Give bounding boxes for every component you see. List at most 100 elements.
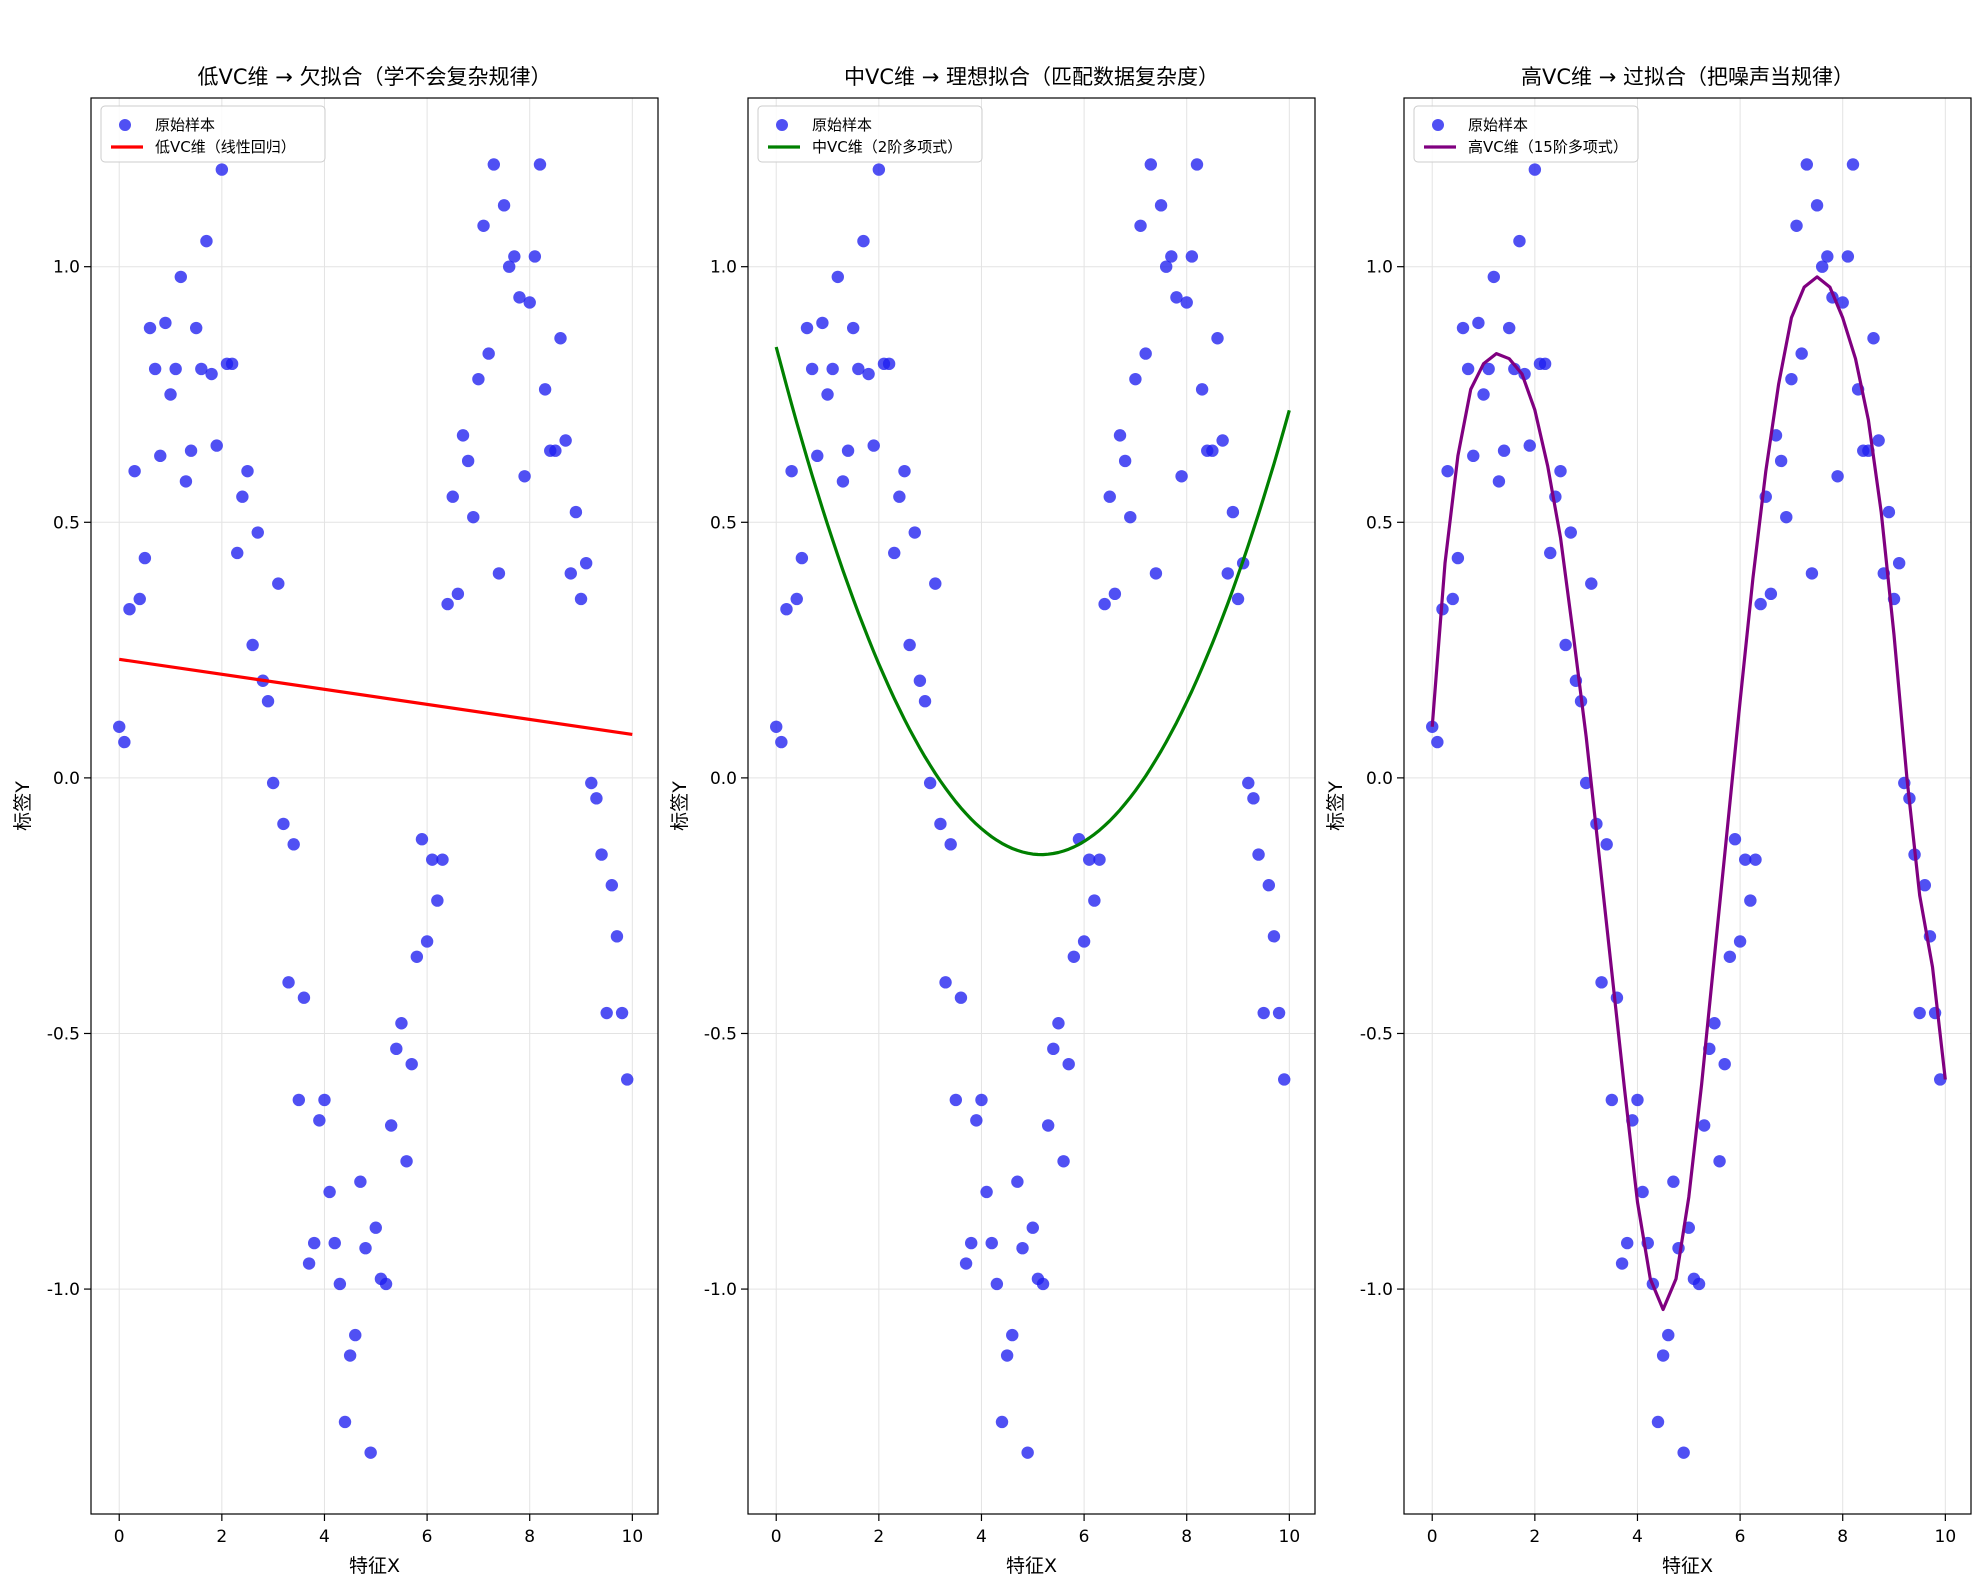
sample-point — [1000, 1349, 1014, 1362]
sample-point — [831, 270, 844, 284]
sample-point — [1088, 894, 1101, 907]
sample-point — [282, 976, 295, 989]
sample-point — [1047, 1042, 1060, 1056]
y-axis-label: 标签Y — [669, 781, 691, 831]
sample-point — [1754, 597, 1767, 611]
sample-point — [441, 597, 454, 611]
sample-point — [985, 1236, 998, 1250]
sample-point — [621, 1073, 634, 1086]
sample-point — [184, 444, 198, 457]
y-tick-label: -1.0 — [704, 1280, 737, 1300]
sample-point — [903, 638, 916, 652]
sample-point — [1118, 454, 1132, 468]
x-tick-label: 10 — [622, 1527, 644, 1547]
x-tick-label: 6 — [1079, 1527, 1090, 1547]
sample-point — [867, 439, 880, 452]
sample-point — [585, 776, 598, 790]
sample-point — [477, 219, 490, 232]
sample-point — [133, 592, 146, 606]
sample-point — [195, 362, 208, 376]
sample-point — [1713, 1155, 1726, 1168]
sample-point — [467, 510, 480, 524]
sample-point — [1175, 470, 1188, 483]
y-tick-label: 1.0 — [53, 258, 80, 278]
sample-point — [415, 833, 429, 846]
sample-point — [1513, 234, 1526, 248]
sample-point — [1456, 321, 1470, 335]
sample-point — [549, 444, 562, 457]
sample-point — [354, 1175, 367, 1188]
sample-point — [1021, 1446, 1034, 1459]
sample-point — [359, 1241, 372, 1255]
sample-point — [1231, 592, 1245, 606]
sample-point — [1800, 158, 1814, 171]
sample-point — [975, 1093, 988, 1107]
sample-point — [954, 991, 968, 1004]
sample-point — [1677, 1446, 1690, 1459]
sample-point — [313, 1114, 326, 1127]
sample-point — [1815, 260, 1829, 273]
x-tick-label: 10 — [1935, 1527, 1957, 1547]
sample-point — [420, 935, 434, 948]
sample-point — [297, 991, 311, 1004]
sample-point — [436, 853, 449, 866]
sample-point — [1749, 853, 1762, 866]
y-tick-label: 0.0 — [53, 769, 80, 789]
sample-point — [1564, 526, 1577, 539]
sample-point — [328, 1236, 341, 1250]
sample-point — [1600, 838, 1613, 851]
sample-point — [338, 1415, 352, 1429]
sample-point — [1226, 505, 1240, 519]
legend-label-samples: 原始样本 — [155, 116, 215, 134]
sample-point — [1774, 454, 1788, 468]
sample-point — [272, 577, 285, 590]
sample-point — [841, 444, 855, 457]
y-axis-label: 标签Y — [12, 781, 34, 831]
sample-point — [1093, 853, 1106, 866]
sample-point — [1062, 1057, 1075, 1071]
sample-point — [343, 1349, 357, 1362]
sample-point — [128, 464, 141, 478]
sample-point — [1739, 853, 1752, 866]
x-axis-label: 特征X — [349, 1555, 400, 1577]
sample-point — [1882, 505, 1896, 519]
legend-label-fit: 低VC维（线性回归） — [155, 138, 296, 156]
sample-point — [1913, 1006, 1926, 1020]
sample-point — [872, 163, 886, 176]
sample-point — [795, 551, 809, 565]
sample-point — [1247, 792, 1260, 805]
x-tick-label: 6 — [422, 1527, 433, 1547]
sample-point — [1708, 1017, 1721, 1030]
sample-point — [1523, 439, 1536, 452]
sample-point — [215, 163, 229, 176]
sample-point — [857, 234, 870, 248]
sample-point — [1831, 470, 1844, 483]
sample-point — [1892, 556, 1906, 570]
sample-point — [1662, 1328, 1675, 1342]
sample-point — [1057, 1155, 1070, 1168]
sample-point — [369, 1221, 382, 1234]
y-tick-label: 0.0 — [1366, 769, 1393, 789]
x-tick-label: 2 — [873, 1527, 884, 1547]
sample-point — [405, 1057, 418, 1071]
sample-point — [1129, 372, 1142, 386]
fit-line — [118, 657, 633, 736]
x-tick-label: 8 — [1181, 1527, 1192, 1547]
sample-point — [554, 332, 567, 345]
sample-point — [1052, 1017, 1065, 1030]
sample-point — [410, 950, 424, 964]
sample-point — [1780, 510, 1793, 524]
sample-point — [1805, 567, 1819, 580]
x-tick-label: 8 — [524, 1527, 535, 1547]
sample-point — [1841, 250, 1855, 263]
sample-point — [492, 567, 506, 580]
sample-point — [395, 1017, 408, 1030]
fit-line — [1430, 275, 1947, 1312]
sample-point — [1585, 577, 1598, 590]
sample-point — [610, 930, 624, 943]
sample-point — [990, 1277, 1004, 1291]
sample-point — [1252, 848, 1265, 861]
y-tick-label: -0.5 — [47, 1024, 80, 1044]
